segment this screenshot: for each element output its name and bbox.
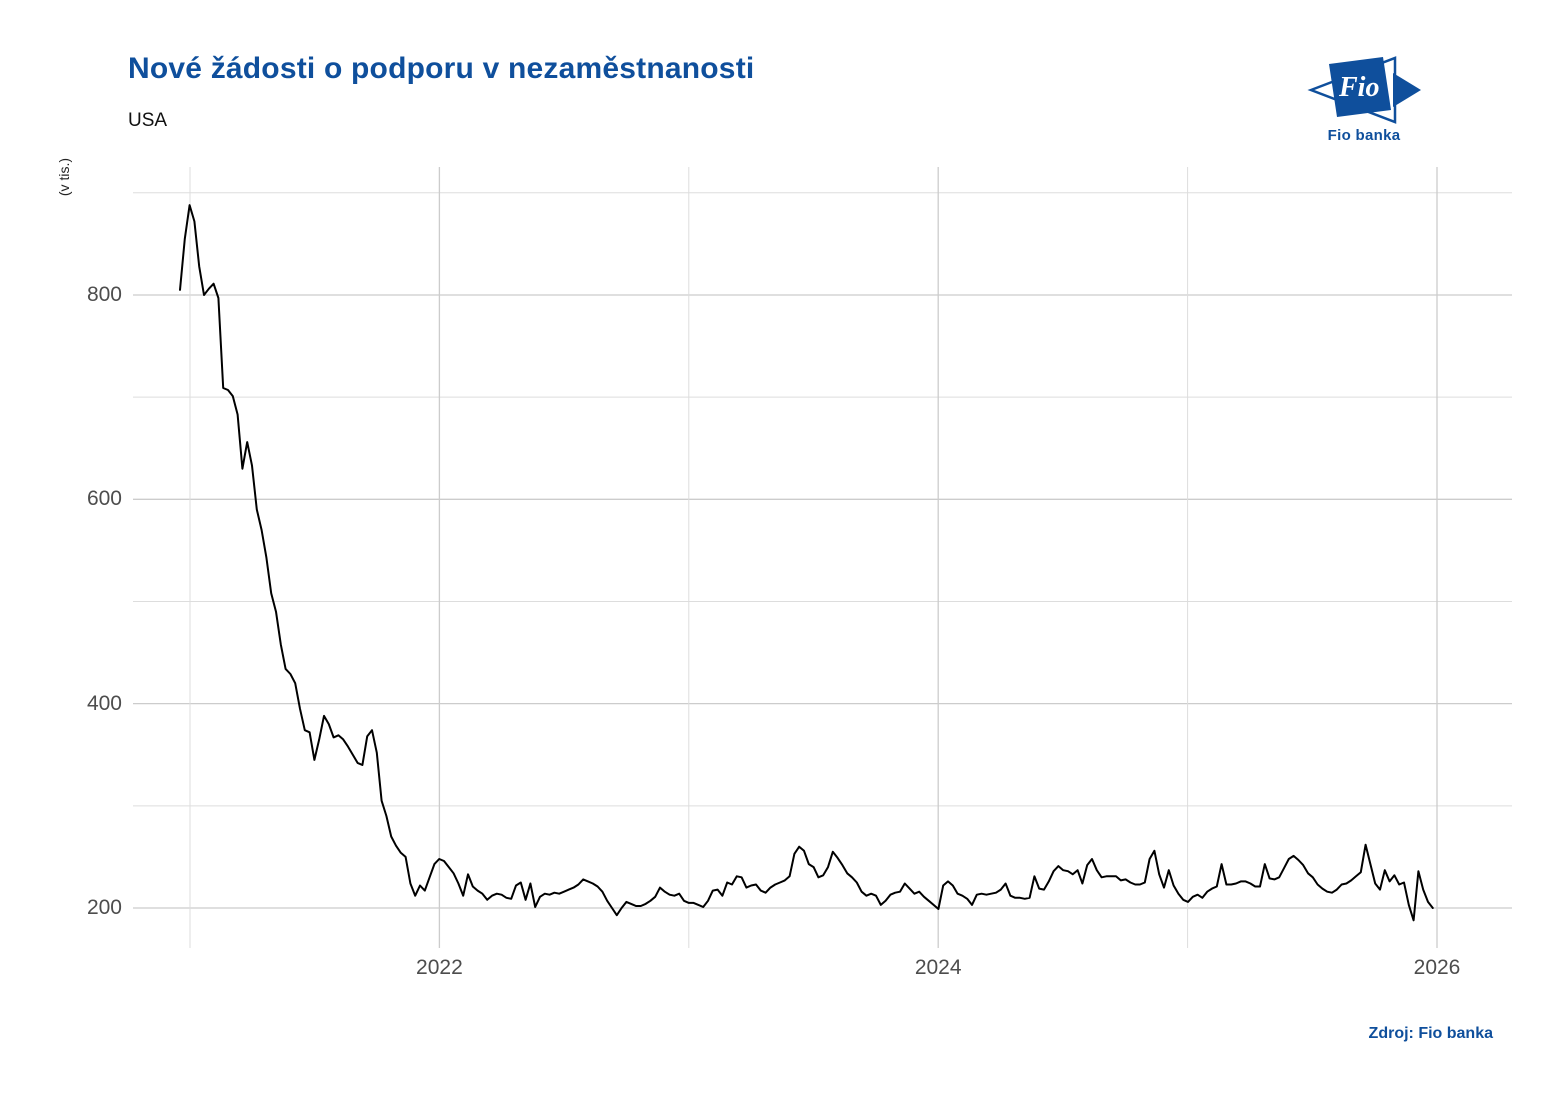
x-tick-label: 2022: [416, 956, 463, 979]
claims-series-line: [179, 204, 1434, 922]
page-title: Nové žádosti o podporu v nezaměstnanosti: [128, 52, 755, 85]
logo-flag-shape: [1329, 57, 1391, 117]
logo-fio-text: Fio: [1338, 72, 1379, 103]
y-tick-label: 400: [86, 691, 122, 715]
source-label: Zdroj: Fio banka: [1368, 1025, 1493, 1042]
x-tick-label: 2024: [914, 956, 962, 979]
x-tick-label: 2026: [1413, 956, 1461, 979]
y-tick-label: 200: [86, 896, 122, 919]
logo-caption: Fio banka: [1327, 127, 1401, 144]
y-tick-label: 600: [86, 487, 122, 511]
fio-banka-logo: Fio: [1307, 56, 1421, 124]
logo-arrow-right-icon: [1393, 73, 1421, 107]
y-tick-label: 800: [86, 282, 122, 306]
page-subtitle: USA: [128, 110, 168, 131]
